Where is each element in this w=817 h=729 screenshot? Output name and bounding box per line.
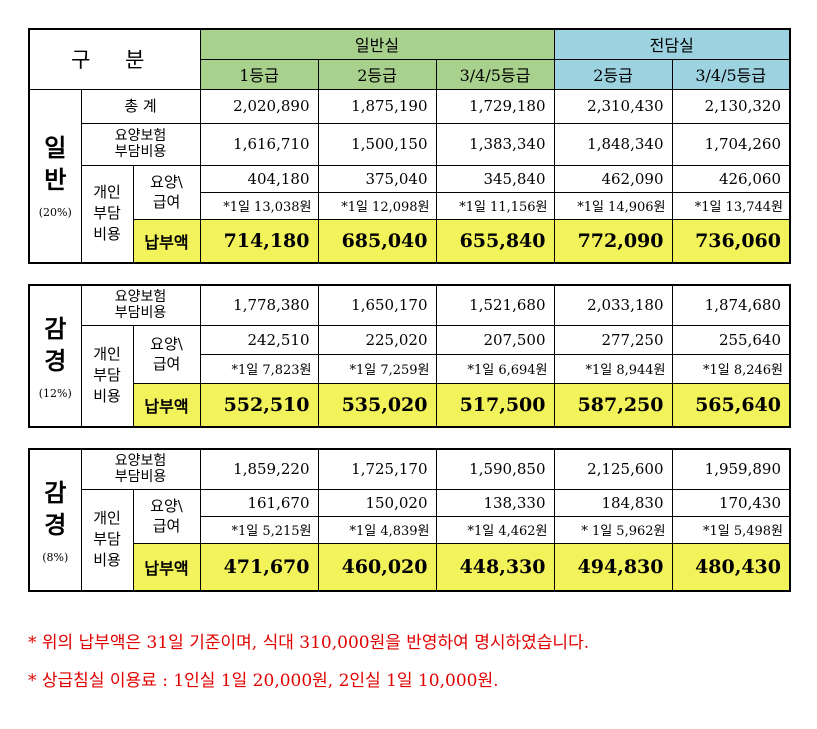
cell-insurance: 1,704,260 [671, 122, 791, 166]
cell-insurance: 1,590,850 [435, 448, 555, 490]
cell-insurance: 1,500,150 [317, 122, 437, 166]
cell-insurance: 1,959,890 [671, 448, 791, 490]
cell-daily: *1일 4,462원 [435, 515, 555, 544]
cell-daily: * 1일 5,962원 [553, 515, 673, 544]
cell-care: 161,670 [199, 488, 319, 517]
cell-payment: 535,020 [317, 382, 437, 428]
cell-payment: 460,020 [317, 542, 437, 592]
cell-daily: *1일 6,694원 [435, 353, 555, 384]
section-name-reduced-12: 감 경 (12%) [28, 284, 82, 428]
label-payment: 납부액 [132, 218, 201, 264]
label-personal: 개인 부담 비용 [80, 164, 134, 264]
cell-total: 1,875,190 [317, 88, 437, 124]
section-name-reduced-8: 감 경 (8%) [28, 448, 82, 592]
label-personal: 개인 부담 비용 [80, 488, 134, 592]
header-dedicated-room: 전담실 [553, 28, 791, 60]
header-grade-2: 2등급 [317, 58, 437, 90]
cell-daily: *1일 11,156원 [435, 191, 555, 220]
fee-table-general: 구 분 일반실 전담실 1등급 2등급 3/4/5등급 2등급 3/4/5등급 … [28, 28, 791, 264]
cell-payment: 517,500 [435, 382, 555, 428]
cell-daily: *1일 5,215원 [199, 515, 319, 544]
cell-payment: 565,640 [671, 382, 791, 428]
cell-daily: *1일 12,098원 [317, 191, 437, 220]
cell-daily: *1일 8,944원 [553, 353, 673, 384]
label-care: 요양\ 급여 [132, 488, 201, 544]
cell-daily: *1일 7,823원 [199, 353, 319, 384]
cell-care: 277,250 [553, 324, 673, 355]
cell-total: 1,729,180 [435, 88, 555, 124]
section-name-general: 일 반 (20%) [28, 88, 82, 264]
cell-care: 345,840 [435, 164, 555, 193]
cell-insurance: 1,778,380 [199, 284, 319, 326]
header-dedicated-grade-345: 3/4/5등급 [671, 58, 791, 90]
cell-care: 184,830 [553, 488, 673, 517]
header-general-room: 일반실 [199, 28, 555, 60]
label-care: 요양\ 급여 [132, 324, 201, 384]
header-gubun: 구 분 [28, 28, 201, 90]
cell-insurance: 1,859,220 [199, 448, 319, 490]
cell-care: 242,510 [199, 324, 319, 355]
cell-total: 2,020,890 [199, 88, 319, 124]
cell-daily: *1일 7,259원 [317, 353, 437, 384]
cell-insurance: 1,650,170 [317, 284, 437, 326]
header-dedicated-grade-2: 2등급 [553, 58, 673, 90]
fee-table-reduced-12: 감 경 (12%) 요양보험 부담비용 1,778,380 1,650,170 1… [28, 284, 791, 428]
cell-care: 138,330 [435, 488, 555, 517]
cell-care: 170,430 [671, 488, 791, 517]
cell-insurance: 1,848,340 [553, 122, 673, 166]
footnote-room-fee: * 상급침실 이용료 : 1인실 1일 20,000원, 2인실 1일 10,0… [28, 671, 499, 691]
cell-daily: *1일 5,498원 [671, 515, 791, 544]
label-insurance: 요양보험 부담비용 [80, 284, 201, 326]
label-payment: 납부액 [132, 542, 201, 592]
cell-care: 225,020 [317, 324, 437, 355]
cell-care: 255,640 [671, 324, 791, 355]
cell-payment: 655,840 [435, 218, 555, 264]
cell-payment: 772,090 [553, 218, 673, 264]
cell-care: 404,180 [199, 164, 319, 193]
cell-payment: 685,040 [317, 218, 437, 264]
cell-care: 462,090 [553, 164, 673, 193]
footnote-payment-basis: * 위의 납부액은 31일 기준이며, 식대 310,000원을 반영하여 명시… [28, 633, 590, 653]
label-care: 요양\ 급여 [132, 164, 201, 220]
cell-care: 207,500 [435, 324, 555, 355]
cell-payment: 494,830 [553, 542, 673, 592]
cell-payment: 552,510 [199, 382, 319, 428]
cell-payment: 471,670 [199, 542, 319, 592]
cell-payment: 714,180 [199, 218, 319, 264]
cell-daily: *1일 14,906원 [553, 191, 673, 220]
label-insurance: 요양보험 부담비용 [80, 448, 201, 490]
cell-daily: *1일 13,038원 [199, 191, 319, 220]
cell-insurance: 2,033,180 [553, 284, 673, 326]
cell-payment: 448,330 [435, 542, 555, 592]
fee-table-reduced-8: 감 경 (8%) 요양보험 부담비용 1,859,220 1,725,170 1,… [28, 448, 791, 592]
cell-insurance: 1,383,340 [435, 122, 555, 166]
cell-daily: *1일 8,246원 [671, 353, 791, 384]
header-grade-345: 3/4/5등급 [435, 58, 555, 90]
cell-care: 375,040 [317, 164, 437, 193]
label-personal: 개인 부담 비용 [80, 324, 134, 428]
cell-care: 426,060 [671, 164, 791, 193]
cell-daily: *1일 4,839원 [317, 515, 437, 544]
cell-care: 150,020 [317, 488, 437, 517]
cell-insurance: 1,725,170 [317, 448, 437, 490]
cell-insurance: 1,521,680 [435, 284, 555, 326]
cell-payment: 587,250 [553, 382, 673, 428]
cell-daily: *1일 13,744원 [671, 191, 791, 220]
cell-total: 2,130,320 [671, 88, 791, 124]
cell-insurance: 1,616,710 [199, 122, 319, 166]
cell-insurance: 1,874,680 [671, 284, 791, 326]
cell-payment: 480,430 [671, 542, 791, 592]
label-total: 총 계 [80, 88, 201, 124]
label-payment: 납부액 [132, 382, 201, 428]
footnotes: * 위의 납부액은 31일 기준이며, 식대 310,000원을 반영하여 명시… [28, 624, 589, 700]
label-insurance: 요양보험 부담비용 [80, 122, 201, 166]
header-grade-1: 1등급 [199, 58, 319, 90]
cell-total: 2,310,430 [553, 88, 673, 124]
cell-payment: 736,060 [671, 218, 791, 264]
cell-insurance: 2,125,600 [553, 448, 673, 490]
